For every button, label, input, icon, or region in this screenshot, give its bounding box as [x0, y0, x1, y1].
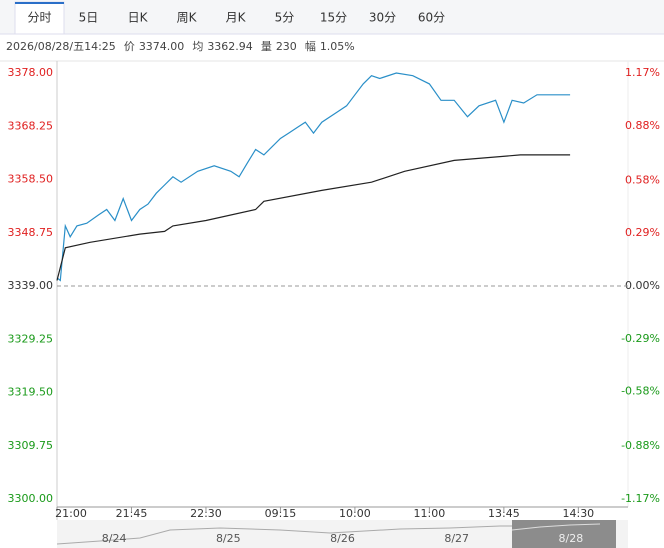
x-tick-label: 11:00 [414, 507, 446, 520]
tab[interactable]: 5日 [79, 11, 99, 25]
info-value: 230 [276, 40, 297, 53]
x-tick-label: 21:45 [116, 507, 148, 520]
info-datetime: 2026/08/28/五14:25 [6, 40, 116, 53]
x-tick-label: 10:00 [339, 507, 371, 520]
navigator-selection[interactable] [512, 520, 616, 548]
tab[interactable]: 日K [128, 11, 149, 25]
tab[interactable]: 30分 [369, 11, 396, 25]
info-label: 幅 [305, 40, 316, 53]
y2-tick-label: -1.17% [621, 492, 660, 505]
y2-tick-label: 0.29% [625, 226, 660, 239]
info-label: 量 [261, 40, 272, 53]
y2-tick-label: -0.88% [621, 439, 660, 452]
y-tick-label: 3309.75 [8, 439, 54, 452]
navigator-line [511, 523, 601, 531]
y-tick-label: 3319.50 [8, 386, 54, 399]
x-tick-label: 14:30 [562, 507, 594, 520]
y2-tick-label: 0.00% [625, 279, 660, 292]
tab-bar [0, 0, 664, 34]
navigator-label[interactable]: 8/25 [216, 532, 241, 545]
x-tick-label: 21:00 [55, 507, 87, 520]
y2-tick-label: -0.58% [621, 385, 660, 398]
info-label: 价 [124, 40, 135, 53]
y2-tick-label: 0.58% [625, 173, 660, 186]
y-tick-label: 3300.00 [8, 492, 54, 505]
series-line [56, 154, 571, 281]
navigator-line [56, 525, 512, 545]
tab[interactable]: 分时 [27, 11, 51, 25]
navigator-label[interactable]: 8/24 [102, 532, 127, 545]
info-value: 3374.00 [139, 40, 185, 53]
tab[interactable]: 5分 [275, 11, 295, 25]
navigator-label[interactable]: 8/28 [559, 532, 584, 545]
navigator-label[interactable]: 8/26 [330, 532, 355, 545]
y-tick-label: 3329.25 [8, 332, 54, 345]
navigator-label[interactable]: 8/27 [444, 532, 469, 545]
tab[interactable]: 15分 [320, 11, 347, 25]
y2-tick-label: 0.88% [625, 119, 660, 132]
y-tick-label: 3368.25 [8, 119, 54, 132]
x-tick-label: 22:30 [190, 507, 222, 520]
y-tick-label: 3358.50 [8, 173, 54, 186]
y-tick-label: 3339.00 [8, 279, 54, 292]
info-value: 3362.94 [207, 40, 253, 53]
info-value: 1.05% [320, 40, 355, 53]
x-tick-label: 13:45 [488, 507, 520, 520]
series-line [56, 72, 571, 282]
tab[interactable]: 周K [177, 11, 198, 25]
x-tick-label: 09:15 [265, 507, 297, 520]
tab[interactable]: 月K [226, 11, 247, 25]
y-tick-label: 3378.00 [8, 66, 54, 79]
y-tick-label: 3348.75 [8, 226, 54, 239]
y2-tick-label: 1.17% [625, 66, 660, 79]
tab-active [14, 1, 65, 35]
y2-tick-label: -0.29% [621, 332, 660, 345]
tab[interactable]: 60分 [418, 11, 445, 25]
info-label: 均 [192, 40, 203, 53]
